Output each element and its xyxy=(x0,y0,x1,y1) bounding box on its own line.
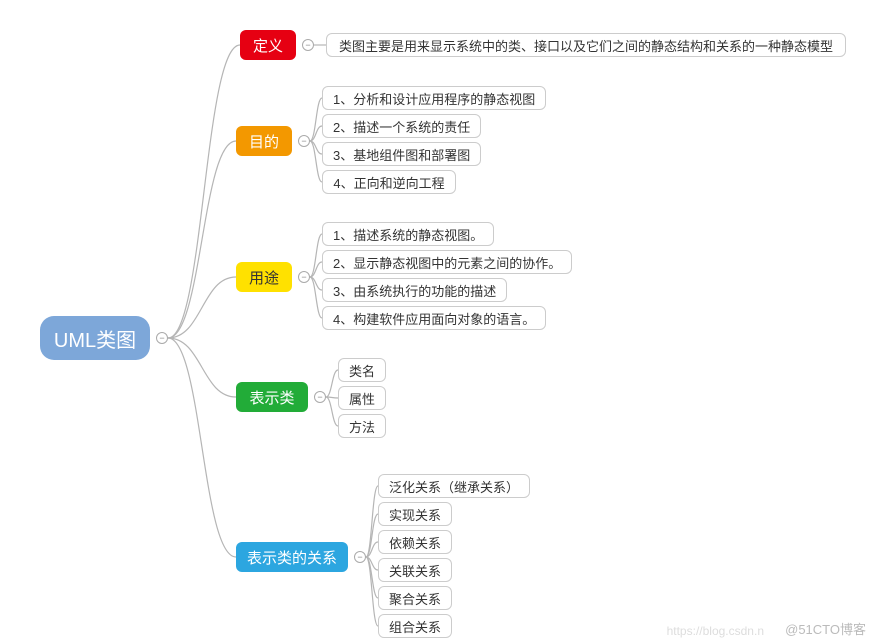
branch-usage-toggle-icon[interactable]: − xyxy=(298,271,310,283)
leaf-class-repr-1[interactable]: 属性 xyxy=(338,386,386,410)
branch-class-relations[interactable]: 表示类的关系 xyxy=(236,542,348,572)
watermark-csdn: https://blog.csdn.n xyxy=(667,624,764,638)
leaf-purpose-2[interactable]: 3、基地组件图和部署图 xyxy=(322,142,481,166)
leaf-class-relations-4[interactable]: 聚合关系 xyxy=(378,586,452,610)
leaf-class-relations-0[interactable]: 泛化关系（继承关系） xyxy=(378,474,530,498)
root-toggle-icon[interactable]: − xyxy=(156,332,168,344)
leaf-class-relations-3[interactable]: 关联关系 xyxy=(378,558,452,582)
branch-definition[interactable]: 定义 xyxy=(240,30,296,60)
leaf-usage-0[interactable]: 1、描述系统的静态视图。 xyxy=(322,222,494,246)
root-node[interactable]: UML类图 xyxy=(40,316,150,360)
leaf-purpose-3[interactable]: 4、正向和逆向工程 xyxy=(322,170,456,194)
branch-class-repr[interactable]: 表示类 xyxy=(236,382,308,412)
leaf-definition-0[interactable]: 类图主要是用来显示系统中的类、接口以及它们之间的静态结构和关系的一种静态模型 xyxy=(326,33,846,57)
leaf-class-repr-0[interactable]: 类名 xyxy=(338,358,386,382)
leaf-usage-3[interactable]: 4、构建软件应用面向对象的语言。 xyxy=(322,306,546,330)
branch-class-relations-toggle-icon[interactable]: − xyxy=(354,551,366,563)
watermark-51cto: @51CTO博客 xyxy=(785,619,866,638)
branch-definition-toggle-icon[interactable]: − xyxy=(302,39,314,51)
leaf-class-relations-5[interactable]: 组合关系 xyxy=(378,614,452,638)
leaf-purpose-1[interactable]: 2、描述一个系统的责任 xyxy=(322,114,481,138)
branch-usage[interactable]: 用途 xyxy=(236,262,292,292)
leaf-class-repr-2[interactable]: 方法 xyxy=(338,414,386,438)
leaf-purpose-0[interactable]: 1、分析和设计应用程序的静态视图 xyxy=(322,86,546,110)
leaf-class-relations-2[interactable]: 依赖关系 xyxy=(378,530,452,554)
branch-purpose[interactable]: 目的 xyxy=(236,126,292,156)
leaf-class-relations-1[interactable]: 实现关系 xyxy=(378,502,452,526)
branch-purpose-toggle-icon[interactable]: − xyxy=(298,135,310,147)
leaf-usage-1[interactable]: 2、显示静态视图中的元素之间的协作。 xyxy=(322,250,572,274)
branch-class-repr-toggle-icon[interactable]: − xyxy=(314,391,326,403)
leaf-usage-2[interactable]: 3、由系统执行的功能的描述 xyxy=(322,278,507,302)
